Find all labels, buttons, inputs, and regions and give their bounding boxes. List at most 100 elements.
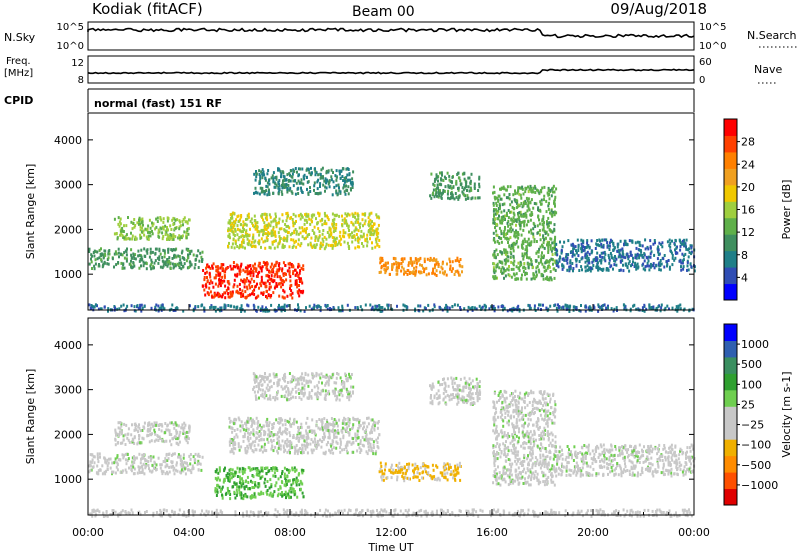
power-cell-9 — [644, 265, 647, 269]
power-cell-1 — [186, 256, 189, 260]
power-cell-8 — [530, 213, 533, 217]
power-cell-9 — [626, 243, 629, 247]
power-cell-9 — [591, 260, 594, 264]
power-cell-9 — [671, 263, 674, 267]
velocity-cell-0 — [177, 512, 180, 516]
velocity-cell-3 — [261, 475, 264, 479]
velocity-cell-0 — [321, 514, 324, 518]
power-cell-5 — [332, 180, 335, 184]
power-cell-9 — [599, 239, 601, 243]
power-cell-2 — [181, 234, 184, 238]
power-cell-4 — [326, 216, 329, 220]
velocity-cell-2 — [120, 424, 123, 428]
power-cell-2 — [141, 226, 144, 230]
velocity-cell-0 — [601, 510, 604, 513]
power-cell-7 — [442, 191, 444, 195]
power-cell-8 — [534, 186, 537, 190]
power-cell-8 — [553, 199, 556, 203]
power-cell-5 — [300, 186, 302, 190]
power-cell-9 — [653, 266, 656, 270]
power-cell-5 — [325, 181, 327, 185]
power-cell-8 — [493, 190, 496, 194]
power-cell-4 — [242, 220, 245, 224]
velocity-cell-0 — [451, 512, 454, 516]
power-cell-6 — [415, 265, 418, 269]
velocity-cell-0 — [495, 510, 498, 514]
power-cell-4 — [376, 243, 379, 247]
power-cell-4 — [280, 227, 283, 231]
power-cell-8 — [550, 257, 553, 261]
power-cell-9 — [638, 240, 641, 244]
velocity-cell-1 — [151, 463, 154, 467]
velocity-cell-0 — [94, 514, 97, 518]
velocity-cell-3 — [295, 476, 298, 480]
power-cell-4 — [319, 219, 322, 223]
power-cell-1 — [145, 267, 148, 271]
velocity-cell-1 — [157, 456, 160, 460]
velocity-cell-0 — [407, 508, 410, 512]
velocity-cell-4 — [281, 439, 284, 443]
power-cell-6 — [401, 259, 404, 263]
power-cell-4 — [254, 227, 257, 231]
power-cell-6 — [423, 267, 426, 271]
velocity-cell-1 — [197, 452, 200, 456]
power-cell-4 — [317, 237, 320, 241]
power-cell-1 — [100, 252, 103, 256]
power-cell-0 — [313, 303, 316, 307]
velocity-cell-4 — [339, 446, 342, 450]
power-cell-8 — [551, 253, 554, 256]
velocity-cell-2 — [116, 441, 119, 445]
velocity-cell-1 — [153, 460, 156, 464]
velocity-cell-1 — [197, 468, 200, 472]
power-cell-4 — [332, 220, 335, 224]
power-cell-9 — [634, 253, 637, 257]
power-cell-9 — [642, 255, 645, 259]
velocity-cell-2 — [155, 423, 158, 427]
power-cell-9 — [621, 247, 624, 251]
velocity-cell-3 — [293, 478, 296, 482]
power-cell-7 — [457, 197, 460, 201]
power-cell-5 — [290, 190, 293, 194]
power-cell-5 — [345, 188, 348, 192]
power-cell-4 — [317, 211, 320, 215]
power-cell-0 — [379, 306, 382, 309]
velocity-cell-0 — [183, 512, 186, 516]
power-cell-4 — [286, 237, 289, 241]
power-cell-3 — [234, 273, 237, 277]
power-cell-8 — [555, 187, 558, 191]
power-cell-2 — [172, 233, 175, 237]
power-cell-1 — [143, 247, 146, 251]
power-cell-3 — [222, 267, 224, 271]
power-cell-3 — [269, 295, 272, 299]
power-cell-9 — [555, 259, 558, 263]
power-cell-0 — [438, 305, 441, 309]
velocity-cell-2 — [114, 430, 117, 434]
velocity-cell-3 — [214, 470, 217, 473]
power-cell-4 — [348, 213, 351, 217]
power-cell-0 — [176, 307, 179, 311]
power-cell-6 — [389, 272, 391, 276]
power-cell-5 — [267, 169, 270, 172]
power-colorbar-bin — [724, 151, 737, 169]
velocity-cell-1 — [135, 456, 138, 460]
power-cell-5 — [282, 179, 284, 183]
power-cell-9 — [602, 245, 605, 249]
power-cell-8 — [503, 269, 506, 273]
power-cell-0 — [605, 306, 608, 310]
power-cell-9 — [583, 246, 586, 249]
velocity-cell-1 — [107, 461, 110, 465]
power-cell-0 — [239, 307, 242, 311]
power-cell-0 — [632, 304, 635, 308]
power-cell-9 — [685, 247, 688, 251]
power-cell-1 — [131, 256, 133, 260]
power-cell-5 — [258, 192, 261, 196]
power-cell-5 — [314, 169, 317, 173]
power-cell-8 — [507, 219, 510, 223]
power-cell-3 — [245, 285, 248, 289]
power-cell-0 — [597, 303, 600, 307]
velocity-cell-3 — [240, 496, 243, 500]
power-cell-1 — [189, 252, 192, 256]
power-cell-0 — [446, 309, 449, 313]
power-cell-4 — [306, 234, 309, 238]
velocity-cell-3 — [236, 466, 239, 470]
